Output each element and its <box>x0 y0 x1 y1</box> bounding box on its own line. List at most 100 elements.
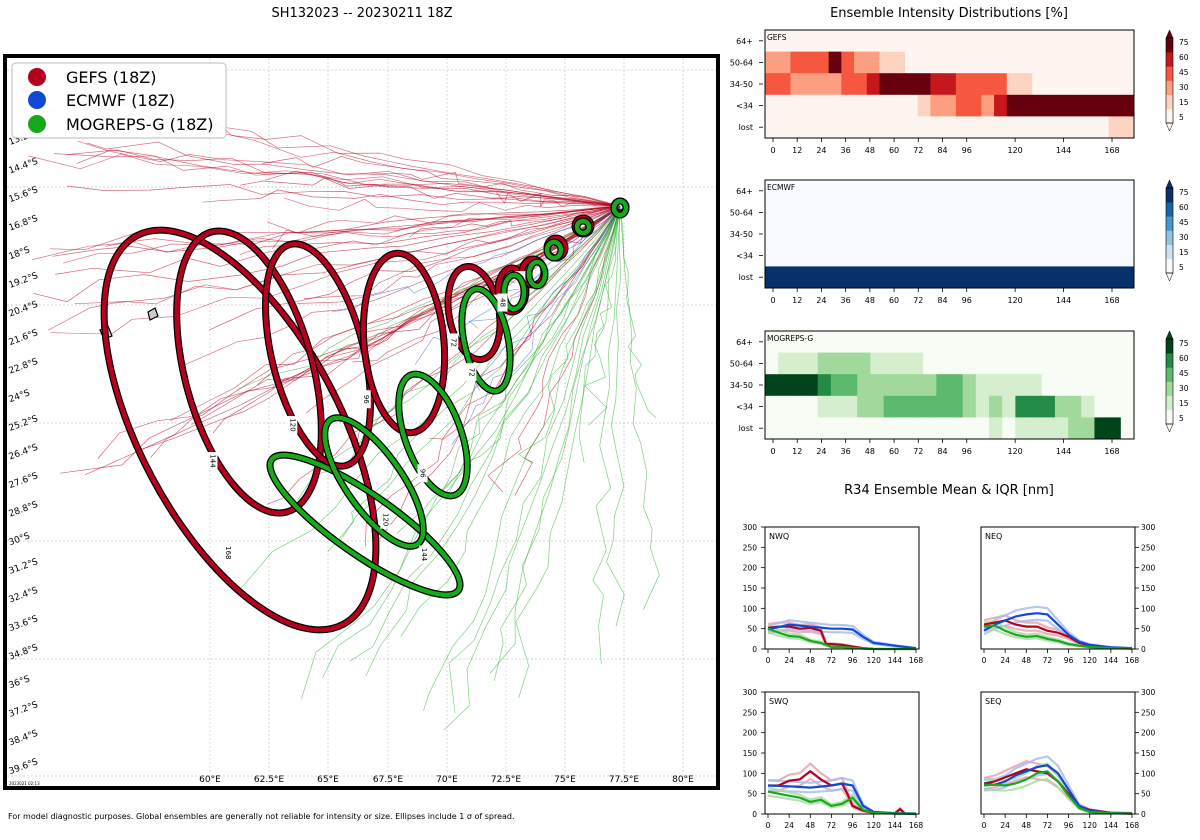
ensemble-track <box>349 205 621 662</box>
heatmap-cell <box>879 180 893 202</box>
x-tick-label: 168 <box>1125 656 1140 665</box>
heatmap-cell <box>930 201 944 224</box>
heatmap-cell <box>828 51 842 74</box>
heatmap-cell <box>1006 94 1020 117</box>
heatmap-cell <box>778 352 792 375</box>
x-tick-label: 72 <box>1043 821 1053 830</box>
heatmap-cell <box>765 30 779 52</box>
ensemble-track <box>592 205 621 664</box>
heatmap-cell <box>1032 116 1046 139</box>
heatmap-cell <box>778 374 792 397</box>
heatmap-gefs: 64+ 50-64 34-50 <34 lost GEFS 0 12 24 36 48 60 72 84 9… <box>730 29 1189 155</box>
heatmap-cell <box>909 352 924 375</box>
ellipse-label-bg <box>223 543 234 562</box>
heatmap-cell <box>1108 244 1122 267</box>
ellipse-label-bg <box>360 390 371 409</box>
x-tick-label: 168 <box>909 656 924 665</box>
heatmap-cell <box>994 94 1008 117</box>
ellipse-group <box>321 414 427 550</box>
heatmap-cell <box>943 201 957 224</box>
heatmap-cell <box>1107 374 1122 397</box>
heatmap-cell <box>790 180 804 202</box>
y-tick-label: 150 <box>743 749 758 758</box>
heatmap-cell <box>1044 180 1059 202</box>
x-tick-label: 144 <box>888 656 903 665</box>
ensemble-track <box>451 205 621 446</box>
heatmap-cell <box>790 244 804 267</box>
x-tick-label: 0 <box>770 146 775 155</box>
heatmap-cell <box>790 51 804 74</box>
heatmap-cell <box>1057 30 1071 52</box>
ensemble-track <box>48 205 621 331</box>
heatmap-cell <box>844 417 858 440</box>
heatmap-cell <box>968 30 982 52</box>
heatmap-cell <box>1068 331 1082 353</box>
heatmap-cell <box>917 180 931 202</box>
heatmap-cell <box>955 30 969 52</box>
y-tick-label: 150 <box>743 584 758 593</box>
heatmap-cell <box>1006 223 1020 246</box>
heatmap-cell <box>994 116 1008 139</box>
heatmap-cell <box>943 223 957 246</box>
ellipse-label: 144 <box>208 454 216 468</box>
heatmap-cell <box>943 266 957 289</box>
ellipse-label: 72 <box>467 368 475 377</box>
heatmap-cell <box>904 30 919 52</box>
heatmap-cell <box>844 331 858 353</box>
heatmap-cell <box>1095 73 1109 96</box>
heatmap-cell <box>968 180 982 202</box>
x-tick-label: 0 <box>766 656 771 665</box>
ensemble-track <box>474 205 621 391</box>
heatmap-cell <box>949 395 964 418</box>
heatmap-cell <box>1006 201 1020 224</box>
heatmap-cell <box>955 201 969 224</box>
colorbar-swatch <box>1166 80 1173 95</box>
colorbar-frame <box>1165 187 1174 274</box>
heatmap-cell <box>815 266 830 289</box>
ensemble-track <box>240 177 621 207</box>
heatmap-cell <box>790 94 804 117</box>
colorbar-swatch <box>1166 94 1173 110</box>
row-label: 34-50 <box>730 230 753 239</box>
colorbar-extend-top <box>1165 330 1174 340</box>
heatmap-cell <box>968 223 982 246</box>
heatmap-cell <box>917 94 931 117</box>
heatmap-cell <box>1107 352 1122 375</box>
heatmap-cell <box>791 331 805 353</box>
heatmap-cell <box>870 331 885 353</box>
heatmap-cell <box>804 395 819 418</box>
heatmap-cell <box>854 223 868 246</box>
heatmap-cell <box>1019 266 1033 289</box>
heatmap-cell <box>828 116 842 139</box>
heatmap-cell <box>765 51 779 74</box>
x-tick-label: 72 <box>913 447 923 456</box>
heatmap-cell <box>804 331 819 353</box>
heatmap-cell <box>1070 94 1084 117</box>
x-tick-label: 60 <box>889 146 899 155</box>
y-tick-label: 150 <box>1141 584 1156 593</box>
heatmap-cell <box>1081 331 1095 353</box>
heatmap-cell <box>943 94 957 117</box>
x-tick-label: 144 <box>1056 296 1071 305</box>
colorbar-swatch <box>1166 52 1173 67</box>
heatmap-cell <box>765 73 779 96</box>
lon-label: 60°E <box>199 775 221 785</box>
ellipse-label: 168 <box>224 546 232 559</box>
heatmap-cell <box>1070 180 1084 202</box>
heatmap-cell <box>1006 180 1020 202</box>
heatmap-cell <box>1108 30 1122 52</box>
heatmap-cell <box>866 244 880 267</box>
ensemble-track <box>619 205 657 419</box>
heatmap-cell <box>1054 395 1069 418</box>
ensemble-track <box>584 205 621 426</box>
r34-title: R34 Ensemble Mean & IQR [nm] <box>844 483 1054 498</box>
heatmap-cell <box>1028 352 1043 375</box>
heatmap-cell <box>1057 244 1071 267</box>
ellipse-label: 120 <box>381 513 389 526</box>
heatmap-cell <box>765 266 779 289</box>
colorbar-label: 30 <box>1179 384 1189 393</box>
x-tick-label: 24 <box>784 656 794 665</box>
heatmap-cell <box>1028 395 1043 418</box>
heatmap-cell <box>790 266 804 289</box>
